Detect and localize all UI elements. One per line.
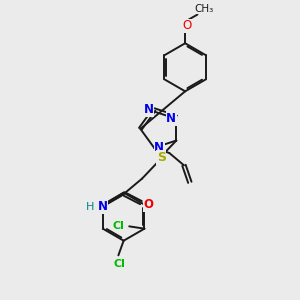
Text: Cl: Cl xyxy=(113,259,125,269)
Text: O: O xyxy=(182,19,191,32)
Text: H: H xyxy=(86,202,94,212)
Text: CH₃: CH₃ xyxy=(194,4,214,14)
Text: Cl: Cl xyxy=(112,221,124,231)
Text: N: N xyxy=(144,103,154,116)
Text: O: O xyxy=(143,198,153,212)
Text: N: N xyxy=(154,141,164,154)
Text: N: N xyxy=(166,112,176,125)
Text: N: N xyxy=(98,200,108,214)
Text: S: S xyxy=(157,151,166,164)
